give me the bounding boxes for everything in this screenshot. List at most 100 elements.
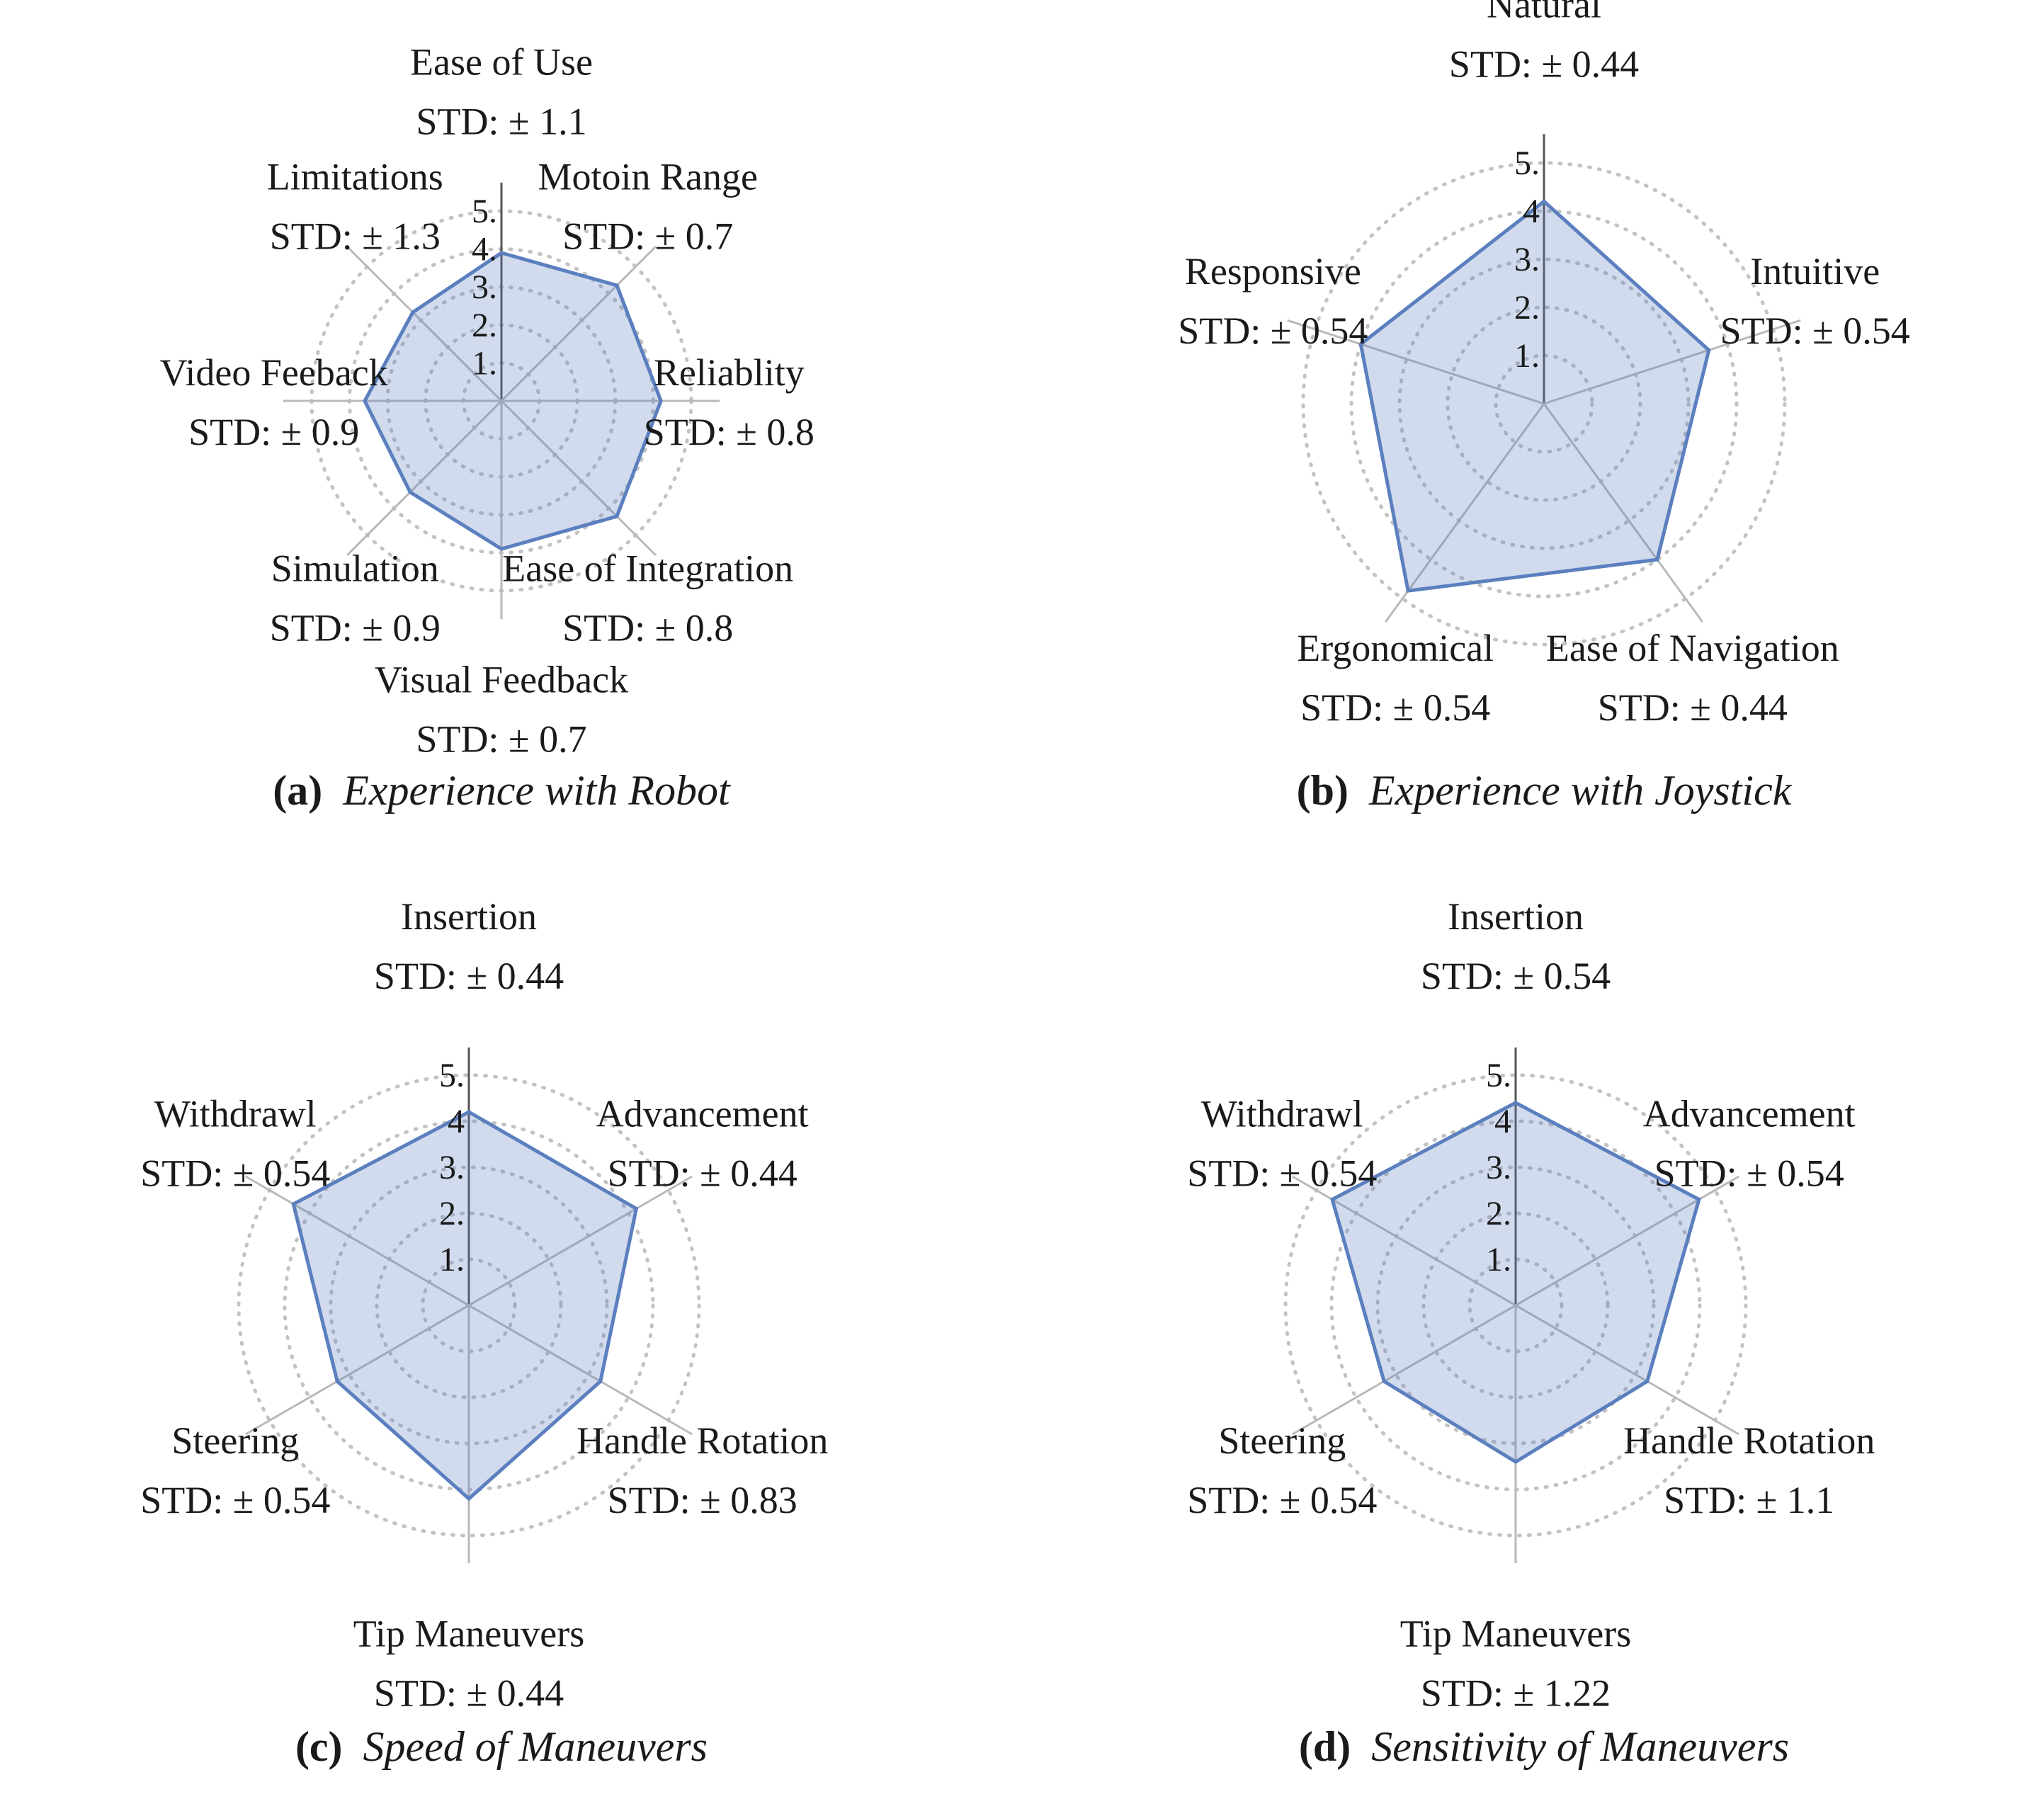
axis-label: Visual Feedback xyxy=(375,658,628,700)
axis-label: Handle Rotation xyxy=(577,1419,828,1462)
data-point xyxy=(659,399,663,403)
caption-letter: (d) xyxy=(1299,1723,1351,1770)
axis-label: Advancement xyxy=(1643,1092,1856,1135)
axis-std-label: STD: ± 0.44 xyxy=(1598,686,1788,729)
axis-label: Insertion xyxy=(1448,895,1584,938)
grid-ring xyxy=(237,1073,701,1538)
axis-spoke xyxy=(1515,1175,1739,1307)
data-point xyxy=(363,399,367,403)
caption-letter: (a) xyxy=(273,767,322,814)
axis-spoke xyxy=(468,1304,693,1436)
axis-label: Ease of Integration xyxy=(502,547,793,590)
axis-std-label: STD: ± 0.54 xyxy=(140,1479,330,1521)
axis-label: Motoin Range xyxy=(538,155,757,198)
axis-spoke xyxy=(1543,319,1801,405)
axis-std-label: STD: ± 0.54 xyxy=(1178,310,1368,352)
axis-spoke xyxy=(346,246,503,402)
data-point xyxy=(615,514,619,518)
data-point xyxy=(408,490,412,494)
axis-label: Withdrawl xyxy=(1201,1092,1363,1135)
caption-title: Speed of Maneuvers xyxy=(363,1723,708,1770)
radial-tick-label: 1. xyxy=(1486,1241,1511,1278)
axis-label: Intuitive xyxy=(1750,250,1880,293)
axis-std-label: STD: ± 0.54 xyxy=(1300,686,1490,729)
axis-std-label: STD: ± 0.9 xyxy=(270,607,441,649)
axis-spoke xyxy=(1384,403,1545,623)
radial-tick-label: 2. xyxy=(1514,289,1540,327)
radial-tick-label: 3. xyxy=(1486,1149,1511,1186)
data-point xyxy=(1382,1379,1386,1383)
axis-std-label: STD: ± 0.44 xyxy=(608,1152,797,1194)
grid-ring xyxy=(375,1211,563,1400)
axis-label: Ergonomical xyxy=(1297,627,1494,669)
axis-spoke xyxy=(1287,319,1545,405)
axis-std-label: STD: ± 0.54 xyxy=(1187,1152,1377,1194)
data-point xyxy=(1514,1101,1518,1105)
axis-std-label: STD: ± 0.54 xyxy=(1720,310,1910,352)
caption-title: Experience with Robot xyxy=(342,767,731,814)
data-point xyxy=(1330,1198,1334,1201)
data-point xyxy=(1358,342,1363,346)
axis-spoke xyxy=(468,1175,693,1307)
axis-label: Steering xyxy=(171,1419,299,1462)
axis-std-label: STD: ± 0.54 xyxy=(1654,1152,1844,1194)
data-point xyxy=(1697,1198,1701,1201)
caption-title: Sensitivity of Maneuvers xyxy=(1371,1723,1789,1770)
axis-std-label: STD: ± 1.1 xyxy=(416,100,586,142)
axis-spoke xyxy=(500,399,657,556)
data-point xyxy=(1406,589,1410,593)
axis-label: Handle Rotation xyxy=(1623,1419,1875,1462)
data-point xyxy=(335,1379,339,1383)
axis-label: Video Feeback xyxy=(160,351,388,394)
axis-spoke xyxy=(1515,1304,1739,1436)
axis-label: Tip Maneuvers xyxy=(1400,1613,1632,1655)
axis-label: Insertion xyxy=(401,895,537,938)
axis-spoke xyxy=(1543,403,1704,623)
caption-letter: (b) xyxy=(1297,767,1349,814)
data-point xyxy=(499,251,504,255)
data-point xyxy=(291,1202,295,1206)
grid-ring xyxy=(1397,257,1691,550)
grid-ring xyxy=(1349,209,1739,598)
radial-tick-label: 3. xyxy=(472,268,497,306)
radial-tick-label: 2. xyxy=(1486,1195,1511,1232)
axis-spoke xyxy=(245,1175,470,1307)
axis-label: Ease of Use xyxy=(410,40,593,83)
grid-ring xyxy=(1446,305,1642,502)
panel-caption: (c) Speed of Maneuvers xyxy=(295,1723,708,1770)
axis-std-label: STD: ± 0.7 xyxy=(562,215,733,257)
axis-spoke xyxy=(1292,1175,1516,1307)
series-polygon xyxy=(1330,1101,1701,1464)
grid-ring xyxy=(1301,161,1787,647)
caption-letter: (c) xyxy=(295,1723,343,1770)
data-point xyxy=(1707,348,1711,352)
radial-tick-label: 2. xyxy=(472,307,497,344)
panel-caption: (a) Experience with Robot xyxy=(273,767,731,814)
axis-label: Tip Maneuvers xyxy=(353,1613,585,1655)
radar-panel-c: 1. 2. 3. 4 5. Insertion STD: ± 0.44 Advancemen… xyxy=(140,895,828,1770)
radar-panel-b: 1. 2. 3. 4 5. Natural STD: ± 0.44 Intuitive STD… xyxy=(1178,0,1910,814)
data-point xyxy=(411,310,415,314)
grid-ring xyxy=(1283,1073,1748,1538)
axis-label: Withdrawl xyxy=(154,1092,317,1135)
axis-std-label: STD: ± 1.1 xyxy=(1664,1479,1834,1521)
axis-label: Responsive xyxy=(1185,250,1361,293)
axis-std-label: STD: ± 0.7 xyxy=(416,717,586,760)
radial-tick-label: 5. xyxy=(439,1057,465,1094)
axis-spoke xyxy=(1292,1304,1516,1436)
radial-tick-label: 1. xyxy=(439,1241,465,1278)
axis-std-label: STD: ± 0.54 xyxy=(140,1152,330,1194)
axis-spoke xyxy=(245,1304,470,1436)
radar-panel-d: 1. 2. 3. 4 5. Insertion STD: ± 0.54 Advancemen… xyxy=(1187,895,1875,1770)
axis-std-label: STD: ± 0.44 xyxy=(374,1672,564,1715)
panel-caption: (d) Sensitivity of Maneuvers xyxy=(1299,1723,1789,1770)
axis-label: Ease of Navigation xyxy=(1546,627,1839,669)
radial-tick-label: 5. xyxy=(472,193,497,230)
axis-std-label: STD: ± 0.54 xyxy=(1421,955,1611,997)
axis-std-label: STD: ± 0.44 xyxy=(1449,43,1639,86)
series-polygon xyxy=(363,251,663,551)
axis-label: Natural xyxy=(1487,0,1601,26)
panel-caption: (b) Experience with Joystick xyxy=(1297,767,1793,814)
axis-std-label: STD: ± 0.9 xyxy=(188,411,359,453)
